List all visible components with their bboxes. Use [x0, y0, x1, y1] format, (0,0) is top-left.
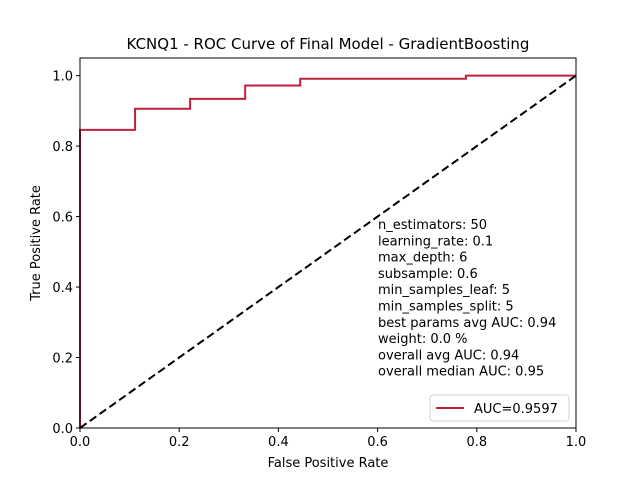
x-tick-label: 0.2	[169, 435, 190, 450]
chart-title: KCNQ1 - ROC Curve of Final Model - Gradi…	[127, 35, 530, 53]
y-tick-label: 0.8	[52, 140, 73, 155]
legend-label: AUC=0.9597	[474, 402, 558, 417]
annotation-line: overall avg AUC: 0.94	[378, 348, 519, 363]
legend-box	[429, 394, 570, 422]
x-tick-label: 0.4	[268, 435, 289, 450]
y-tick-label: 0.0	[52, 422, 73, 437]
annotation-line: min_samples_split: 5	[378, 300, 514, 315]
roc-curve-line	[79, 74, 576, 428]
annotation-line: max_depth: 6	[378, 251, 467, 266]
x-tick-label: 0.8	[466, 435, 487, 450]
annotation-line: weight: 0.0 %	[378, 332, 468, 347]
annotation-line: learning_rate: 0.1	[378, 234, 493, 249]
y-axis-label: True Positive Rate	[29, 185, 44, 302]
y-tick-label: 1.0	[52, 70, 73, 85]
plot-frame	[79, 57, 577, 429]
annotation-line: subsample: 0.6	[378, 267, 478, 282]
y-axis-ticks: 0.0 0.2 0.4 0.6 0.8 1.0	[52, 70, 80, 437]
x-axis-label: False Positive Rate	[268, 456, 389, 471]
x-tick-label: 0.0	[70, 435, 91, 450]
y-tick-label: 0.2	[52, 352, 73, 367]
annotation-line: overall median AUC: 0.95	[378, 365, 544, 380]
plot-area	[79, 74, 577, 429]
annotation-line: n_estimators: 50	[378, 218, 487, 233]
x-tick-label: 0.6	[367, 435, 388, 450]
x-axis-ticks: 0.0 0.2 0.4 0.6 0.8 1.0	[70, 428, 587, 450]
annotation-line: best params avg AUC: 0.94	[378, 316, 556, 331]
x-tick-label: 1.0	[566, 435, 587, 450]
chance-diagonal-line	[79, 74, 577, 429]
annotation-line: min_samples_leaf: 5	[378, 283, 510, 298]
y-tick-label: 0.6	[52, 211, 73, 226]
y-tick-label: 0.4	[52, 281, 73, 296]
legend: AUC=0.9597	[429, 394, 570, 422]
